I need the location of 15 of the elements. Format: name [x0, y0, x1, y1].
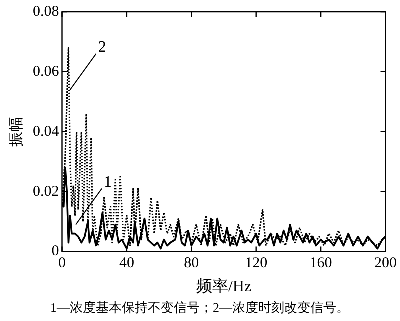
- x-tick-label: 80: [184, 256, 200, 272]
- x-tick-label: 40: [119, 256, 134, 272]
- annotation: 1: [104, 174, 112, 192]
- y-tick-label: 0.02: [33, 184, 60, 200]
- x-tick-label: 160: [310, 256, 332, 272]
- text: 1—浓度基本保持不变信号；2—浓度时刻改变信号。: [50, 299, 350, 317]
- y-tick-label: 0: [52, 244, 60, 260]
- y-tick-label: 0.08: [33, 4, 60, 20]
- x-axis-title: 频率/Hz: [196, 278, 252, 296]
- annotation: 2: [98, 39, 106, 56]
- x-tick-label: 120: [245, 256, 268, 272]
- y-tick-label: 0.04: [33, 124, 60, 140]
- y-axis-title: 振幅: [8, 116, 25, 147]
- y-tick-label: 0.06: [33, 64, 60, 80]
- x-tick-label: 200: [374, 256, 397, 272]
